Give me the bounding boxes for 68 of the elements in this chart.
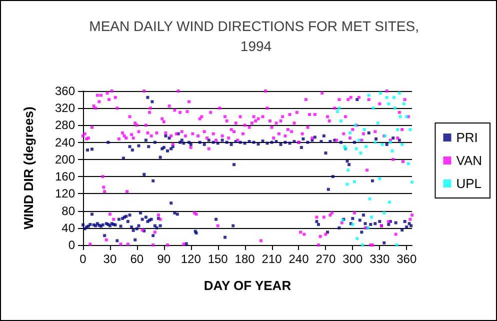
y-tick-label: 40 bbox=[62, 220, 76, 235]
point bbox=[354, 147, 358, 150]
point bbox=[378, 177, 382, 180]
point bbox=[380, 142, 384, 146]
point bbox=[379, 92, 382, 95]
point bbox=[398, 115, 402, 118]
point bbox=[339, 119, 342, 122]
point bbox=[392, 96, 396, 99]
point bbox=[388, 200, 392, 204]
point bbox=[374, 140, 377, 144]
x-tick-label: 90 bbox=[157, 252, 171, 266]
legend-label: VAN bbox=[456, 153, 482, 168]
point bbox=[372, 106, 375, 110]
point bbox=[390, 149, 394, 152]
point bbox=[338, 106, 341, 110]
x-tick-label: 270 bbox=[316, 252, 336, 266]
point bbox=[396, 128, 400, 131]
point bbox=[402, 102, 406, 106]
y-tick-label: 200 bbox=[54, 152, 76, 166]
point bbox=[346, 168, 350, 172]
y-tick-label: 320 bbox=[54, 101, 76, 116]
point bbox=[364, 145, 368, 148]
y-tick-label: 0 bbox=[68, 238, 76, 252]
point bbox=[395, 244, 398, 246]
y-tick-label: 280 bbox=[54, 118, 76, 132]
x-tick-label: 60 bbox=[130, 252, 144, 266]
point bbox=[385, 96, 388, 99]
x-tick-label: 330 bbox=[370, 252, 390, 266]
point bbox=[359, 152, 362, 155]
chart-title: MEAN DAILY WIND DIRECTIONS FOR MET SITES, 1994 bbox=[89, 18, 423, 54]
legend-label: UPL bbox=[456, 176, 482, 191]
point bbox=[406, 162, 410, 166]
x-axis-title: DAY OF YEAR bbox=[204, 278, 292, 293]
point bbox=[382, 211, 386, 214]
point bbox=[336, 110, 339, 114]
x-tick-label: 210 bbox=[262, 252, 282, 266]
point bbox=[376, 122, 380, 125]
y-tick-label: 120 bbox=[54, 186, 76, 201]
point bbox=[408, 128, 412, 131]
point bbox=[368, 197, 372, 200]
point bbox=[367, 94, 370, 97]
point bbox=[362, 128, 366, 131]
point bbox=[352, 180, 356, 184]
point bbox=[361, 244, 364, 246]
y-tick-label: 80 bbox=[62, 204, 76, 218]
y-tick-label: 160 bbox=[54, 170, 76, 184]
x-tick-label: 0 bbox=[80, 252, 87, 266]
y-tick-label: 360 bbox=[54, 84, 76, 98]
x-tick-label: 240 bbox=[288, 252, 310, 266]
point bbox=[370, 216, 374, 219]
point bbox=[346, 182, 349, 186]
y-tick-label: 240 bbox=[54, 135, 76, 150]
x-tick-label: 30 bbox=[103, 252, 117, 266]
point bbox=[398, 92, 401, 95]
legend-label: PRI bbox=[456, 130, 478, 145]
point bbox=[393, 106, 396, 110]
point bbox=[410, 180, 414, 184]
y-axis-title: WIND DIR (degrees) bbox=[21, 106, 36, 230]
point bbox=[400, 142, 404, 146]
x-tick-label: 180 bbox=[234, 252, 256, 266]
x-tick-label: 300 bbox=[342, 252, 364, 266]
point bbox=[357, 138, 360, 142]
x-tick-label: 120 bbox=[180, 252, 202, 266]
point bbox=[387, 102, 390, 106]
point bbox=[356, 237, 359, 240]
point bbox=[348, 131, 352, 134]
x-tick-label: 360 bbox=[396, 252, 417, 266]
x-tick-label: 150 bbox=[208, 252, 228, 266]
